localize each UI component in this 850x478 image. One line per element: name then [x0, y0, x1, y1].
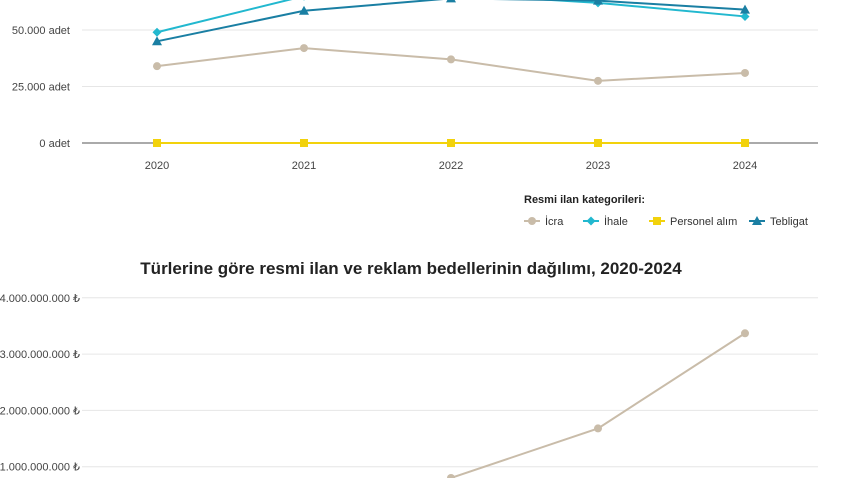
x-tick-label: 2020	[145, 160, 169, 172]
legend-swatch-marker	[653, 217, 661, 225]
y-tick-label: 4.000.000.000 ₺	[0, 293, 80, 305]
data-point	[447, 139, 455, 147]
legend-label: İhale	[604, 215, 628, 228]
legend-label: Tebligat	[770, 216, 808, 228]
series-line	[156, 0, 746, 43]
data-point	[447, 55, 455, 64]
data-point	[153, 139, 161, 147]
y-tick-label: 25.000 adet	[12, 82, 70, 94]
series-line	[156, 47, 746, 82]
data-point	[152, 36, 162, 46]
data-point	[740, 4, 750, 14]
fee-distribution-chart: 1.000.000.000 ₺ 2.000.000.000 ₺ 3.000.000.…	[0, 293, 818, 478]
x-tick-label: 2024	[733, 160, 757, 172]
legend-swatch-marker	[528, 217, 536, 225]
x-tick-label: 2021	[292, 160, 316, 172]
data-point	[594, 76, 602, 85]
data-point	[741, 329, 749, 338]
data-point	[594, 139, 602, 147]
data-point	[446, 0, 456, 3]
legend-title: Resmi ilan kategorileri:	[524, 194, 645, 206]
y-tick-label: 0 adet	[39, 138, 70, 150]
data-point	[152, 27, 162, 37]
legend-swatch-marker	[586, 216, 596, 226]
chart-title: Türlerine göre resmi ilan ve reklam bede…	[140, 259, 682, 278]
data-point	[299, 5, 309, 15]
data-point	[153, 62, 161, 71]
category-count-chart: 0 adet 25.000 adet 50.000 adet 2020 2021 2022…	[12, 0, 818, 172]
legend-label: Personel alım	[670, 216, 737, 228]
series-line	[450, 332, 746, 478]
legend: Resmi ilan kategorileri: İcra İhale Person…	[524, 194, 808, 228]
data-point	[741, 139, 749, 147]
legend-swatch-marker	[752, 216, 762, 225]
data-point	[741, 68, 749, 77]
data-point	[300, 44, 308, 53]
x-tick-label: 2022	[439, 160, 463, 172]
x-tick-label: 2023	[586, 160, 610, 172]
y-tick-label: 2.000.000.000 ₺	[0, 405, 80, 417]
data-point	[740, 11, 750, 21]
data-point	[447, 473, 455, 478]
data-point	[303, 0, 305, 1]
data-point	[300, 139, 308, 147]
legend-label: İcra	[545, 215, 564, 228]
y-tick-label: 50.000 adet	[12, 25, 70, 37]
series-line	[156, 0, 746, 34]
y-tick-label: 3.000.000.000 ₺	[0, 349, 80, 361]
y-tick-label: 1.000.000.000 ₺	[0, 462, 80, 474]
data-point	[593, 0, 603, 5]
data-point	[594, 424, 602, 433]
